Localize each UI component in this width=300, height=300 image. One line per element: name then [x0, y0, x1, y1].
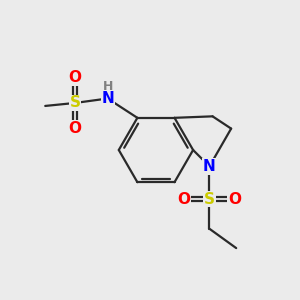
- Text: H: H: [103, 80, 113, 92]
- Text: O: O: [178, 191, 191, 206]
- Text: S: S: [70, 95, 80, 110]
- Text: S: S: [204, 191, 215, 206]
- Text: N: N: [101, 91, 114, 106]
- Text: N: N: [203, 159, 216, 174]
- Text: O: O: [68, 70, 82, 85]
- Text: O: O: [68, 121, 82, 136]
- Text: O: O: [228, 191, 241, 206]
